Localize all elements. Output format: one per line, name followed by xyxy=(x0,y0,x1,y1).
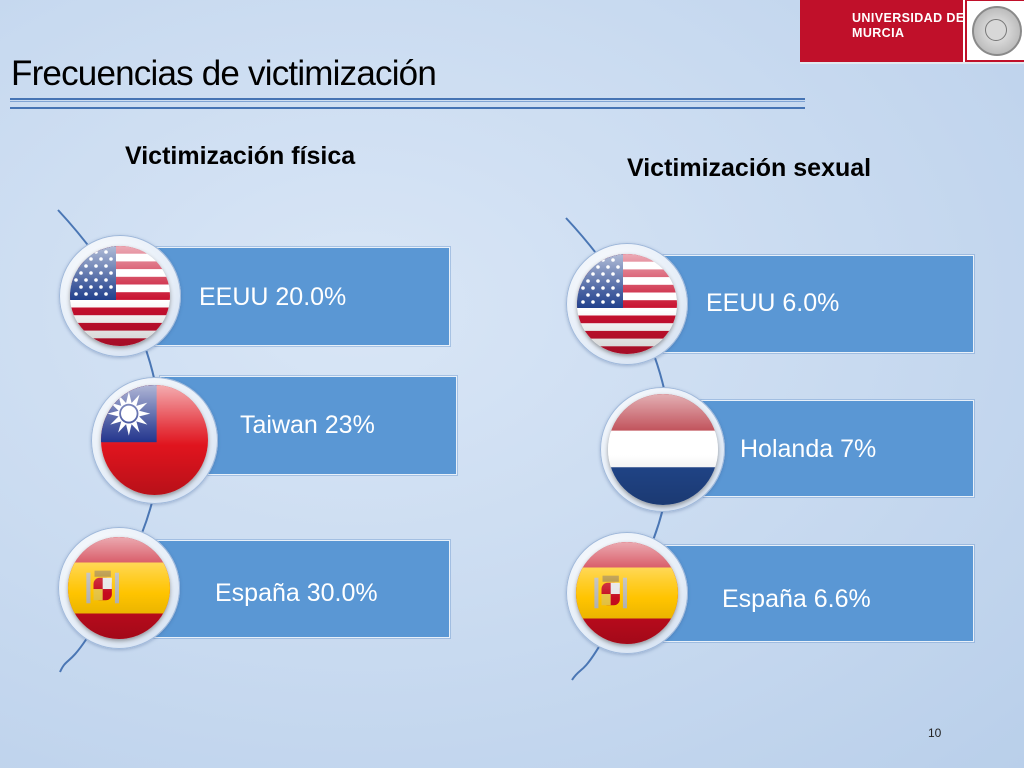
spain-flag-icon xyxy=(68,537,170,639)
card-physical-spain: España 30.0% xyxy=(118,540,450,638)
physical-heading: Victimización física xyxy=(125,142,356,170)
logo-line-1: UNIVERSIDAD DE xyxy=(852,11,965,25)
card-label-sexual-usa: EEUU 6.0% xyxy=(706,289,840,317)
badge-physical-usa xyxy=(59,235,181,357)
title-underline xyxy=(10,98,805,109)
university-seal-icon xyxy=(967,1,1024,60)
badge-physical-taiwan xyxy=(91,377,218,504)
badge-sexual-spain xyxy=(566,532,688,654)
taiwan-flag-icon xyxy=(101,385,208,495)
page-number: 10 xyxy=(928,726,942,740)
logo-divider xyxy=(963,0,965,62)
university-logo: UNIVERSIDAD DE MURCIA xyxy=(800,0,1024,64)
seal-center xyxy=(985,19,1007,41)
usa-flag-icon xyxy=(577,254,677,354)
netherlands-flag-icon xyxy=(608,394,718,505)
seal-ring xyxy=(972,6,1022,56)
card-label-physical-usa: EEUU 20.0% xyxy=(199,283,347,311)
usa-flag-icon xyxy=(70,246,170,346)
page-title: Frecuencias de victimización xyxy=(11,54,437,93)
spain-flag-icon xyxy=(576,542,678,644)
badge-physical-spain xyxy=(58,527,180,649)
badge-sexual-netherlands xyxy=(600,387,725,512)
card-label-sexual-spain: España 6.6% xyxy=(722,585,871,613)
card-label-physical-taiwan: Taiwan 23% xyxy=(240,411,375,439)
logo-line-2: MURCIA xyxy=(852,26,905,40)
card-label-physical-spain: España 30.0% xyxy=(215,579,378,607)
badge-sexual-usa xyxy=(566,243,688,365)
card-label-sexual-netherlands: Holanda 7% xyxy=(740,435,877,463)
logo-text: UNIVERSIDAD DE MURCIA xyxy=(852,11,965,41)
sexual-heading: Victimización sexual xyxy=(627,154,872,182)
